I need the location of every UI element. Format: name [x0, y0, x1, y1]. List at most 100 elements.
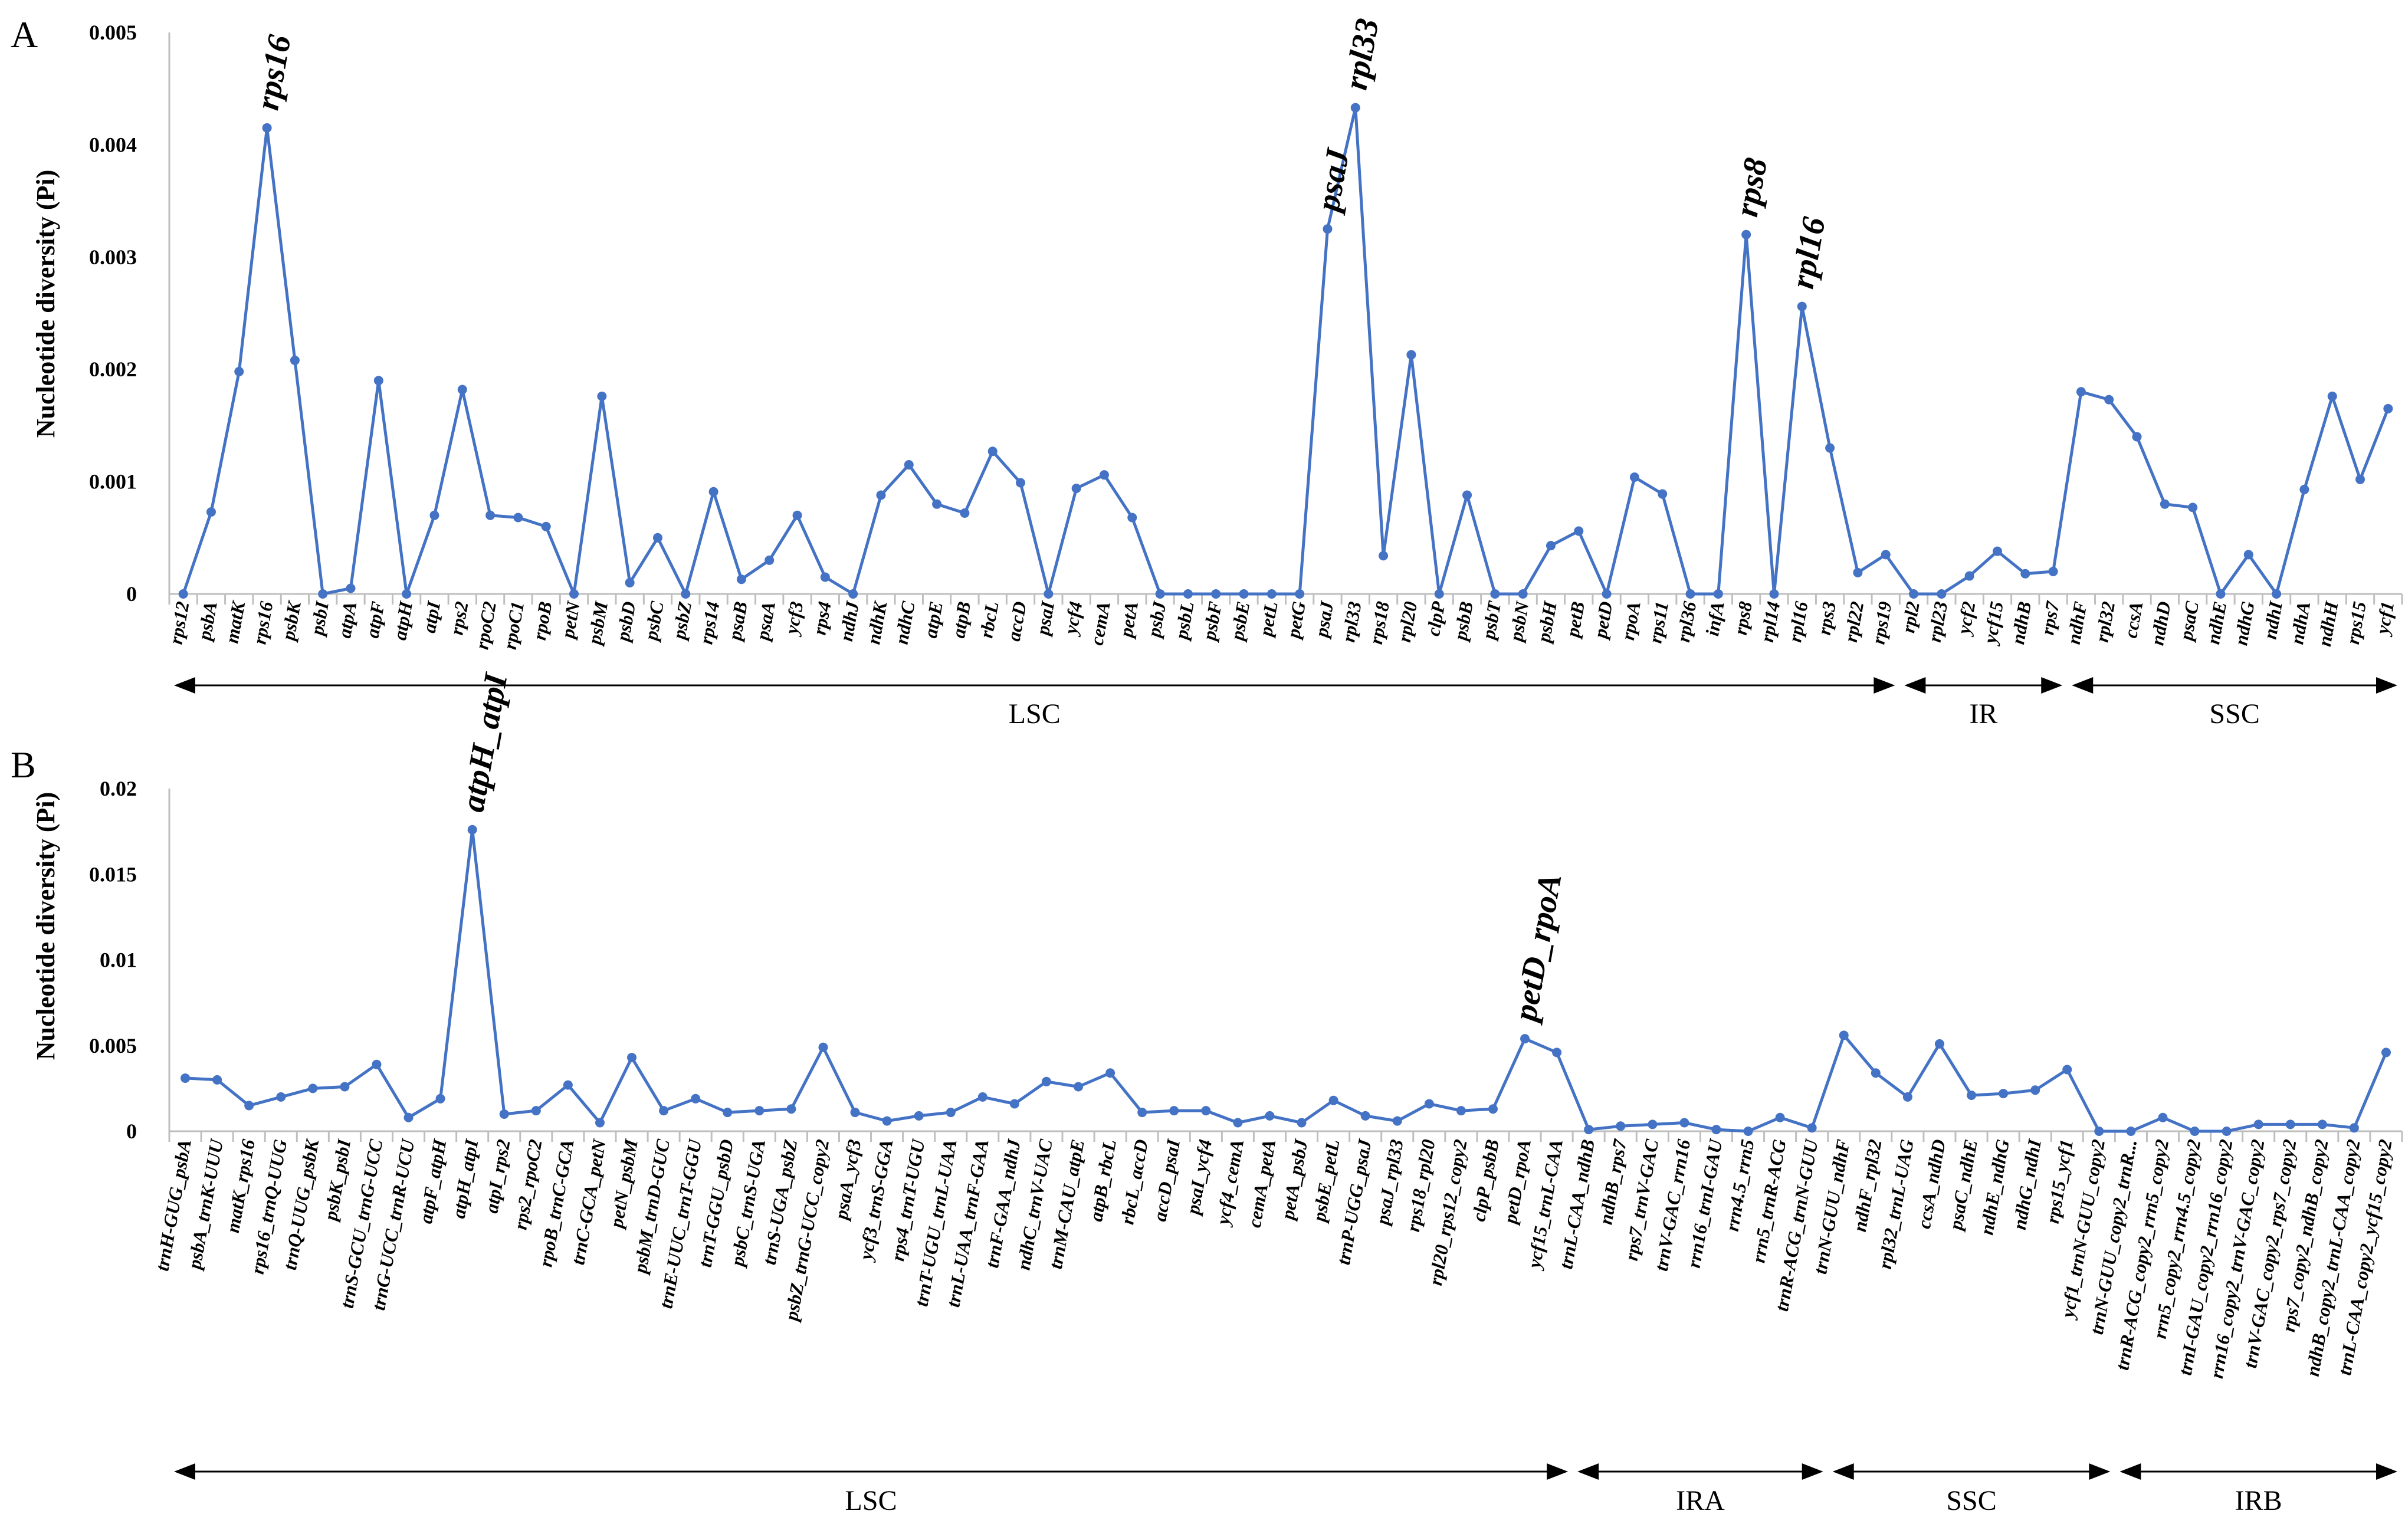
panel-a-data-point [1462, 490, 1472, 500]
panel-a-data-point [1741, 229, 1751, 239]
panel-a-region-arrow-head-left [2072, 677, 2094, 694]
panel-b-x-tick-label: psbE_petL [1308, 1138, 1343, 1225]
panel-a-region-label: IR [1969, 698, 1997, 730]
panel-a-data-point [2048, 566, 2058, 576]
panel-a-data-point [234, 367, 244, 377]
panel-a-region-arrow-head-left [174, 677, 195, 694]
panel-a-x-tick-label: ycf2 [1953, 600, 1980, 638]
panel-a-data-point [1267, 589, 1277, 599]
panel-b-data-point [2253, 1119, 2263, 1129]
panel-b-x-tick-label: atpI_rps2 [480, 1138, 514, 1215]
panel-a-data-point [1964, 571, 1974, 581]
panel-b-data-point [2381, 1048, 2391, 1058]
panel-a-data-point [708, 487, 718, 497]
panel-b-data-point [1041, 1076, 1051, 1086]
panel-a-x-tick-label: rps16 [248, 600, 277, 646]
panel-b-x-tick-label: psbK_psbI [319, 1137, 355, 1223]
panel-b-x-tick-label: psaA_ycf3 [830, 1138, 865, 1223]
panel-b-region-arrow-head-left [1832, 1463, 1854, 1480]
panel-a-data-point [206, 507, 216, 517]
panel-a-data-point [1490, 589, 1500, 599]
panel-a-data-point [2132, 432, 2142, 442]
panel-a-x-tick-label: psaC [2175, 599, 2203, 643]
panel-a-x-tick-label: atpF [361, 600, 388, 640]
panel-a-data-point [2327, 391, 2337, 401]
panel-a-data-point [541, 521, 551, 531]
panel-b-data-point [1934, 1039, 1944, 1049]
panel-a-x-tick-label: ycf4 [1059, 600, 1087, 638]
panel-a-x-tick-label: rbcL [975, 600, 1002, 640]
panel-a-data-point [765, 555, 775, 565]
panel-b-y-tick-label: 0.005 [89, 1034, 137, 1058]
panel-b-data-point [1999, 1089, 2009, 1099]
panel-b-data-point [946, 1108, 956, 1118]
panel-b-data-point [1009, 1099, 1019, 1109]
panel-a-data-point [1658, 489, 1668, 499]
panel-a-x-tick-label: petD [1589, 600, 1617, 641]
panel-b-data-point [1169, 1106, 1179, 1116]
panel-b-x-tick-label: petA_psbJ [1277, 1137, 1312, 1223]
panel-a-data-point [1881, 550, 1891, 560]
panel-b-x-tick-label: rps18_rpl20 [1402, 1138, 1439, 1233]
panel-a-series-line [182, 106, 2390, 596]
panel-a-x-tick-label: rpl20 [1393, 600, 1421, 644]
panel-a-x-tick-label: psbF [1198, 600, 1226, 643]
panel-a-x-tick-label: rps18 [1365, 600, 1393, 646]
panel-a-peak-annotation: rps16 [249, 32, 298, 113]
panel-b-data-point [531, 1106, 541, 1116]
panel-a-x-tick-label: psaB [723, 600, 751, 643]
panel-b-x-tick-label: rps15_ycf1 [2042, 1138, 2077, 1225]
panel-a-data-point [1016, 478, 1026, 488]
panel-a-x-tick-label: psbH [1533, 599, 1561, 646]
panel-a-data-point [1546, 541, 1556, 551]
panel-a-x-tick-label: psbI [306, 599, 333, 638]
panel-b-data-point [2126, 1127, 2136, 1136]
panel-b-data-point [435, 1094, 445, 1104]
panel-b-y-tick-label: 0.02 [100, 777, 137, 800]
panel-a-x-tick-label: psaI [1031, 599, 1058, 638]
panel-b-x-tick-label: psaJ_rpl33 [1371, 1138, 1407, 1228]
panel-a-data-point [1992, 546, 2002, 556]
panel-a-data-point [2020, 569, 2030, 579]
panel-a-data-point [318, 589, 328, 599]
panel-b-x-tick-label: atpB_rbcL [1085, 1138, 1120, 1223]
panel-b-data-point [499, 1109, 509, 1119]
panel-a-x-tick-label: rps15 [2342, 600, 2370, 646]
panel-b-data-point [818, 1042, 828, 1052]
panel-b-data-point [308, 1083, 318, 1094]
panel-a-data-point [597, 391, 607, 401]
panel-b-x-tick-label: cemA_petA [1243, 1138, 1280, 1229]
panel-b-series-line [185, 828, 2388, 1133]
panel-a-data-point [1434, 589, 1444, 599]
panel-b-data-point [340, 1082, 350, 1092]
panel-a-data-point [2076, 387, 2086, 397]
panel-b-data-point [850, 1108, 860, 1118]
panel-a-x-tick-label: rps8 [1730, 600, 1756, 636]
panel-b-x-tick-label: petN_psbM [605, 1137, 642, 1231]
panel-b-data-point [1902, 1092, 1912, 1102]
panel-a-data-point [1769, 589, 1779, 599]
panel-b-x-tick-label: ndhE_ndhG [1976, 1138, 2013, 1236]
panel-a-x-tick-label: psbE [1226, 600, 1254, 643]
panel-a-x-tick-label: psbA [193, 600, 221, 643]
panel-b-data-point [1775, 1112, 1785, 1122]
panel-b-data-point [882, 1116, 892, 1126]
panel-a-data-point [1406, 350, 1416, 360]
panel-a-data-point [373, 376, 383, 386]
panel-b-region-arrow-head-right [2376, 1463, 2397, 1480]
panel-a-x-tick-label: rps3 [1813, 600, 1840, 636]
panel-a-x-tick-label: rpoC1 [499, 600, 529, 651]
panel-a-region-arrow-head-right [2041, 677, 2063, 694]
panel-a-x-tick-label: ndhC [891, 599, 919, 646]
panel-a-x-tick-label: ycf15 [1979, 600, 2007, 647]
panel-a-x-tick-label: rpl22 [1840, 600, 1868, 644]
panel-a-x-tick-label: clpP [1422, 600, 1449, 638]
panel-a-data-point [457, 385, 467, 395]
panel-a-x-tick-label: rpoB [529, 600, 556, 642]
panel-a-x-tick-label: ndhI [2259, 599, 2286, 641]
panel-b-data-point [2030, 1085, 2040, 1095]
panel-a-data-point [736, 574, 746, 585]
panel-b-data-point [2349, 1123, 2359, 1133]
panel-a-x-tick-label: psbB [1449, 600, 1477, 643]
panel-a-y-tick-label: 0.005 [89, 21, 137, 44]
